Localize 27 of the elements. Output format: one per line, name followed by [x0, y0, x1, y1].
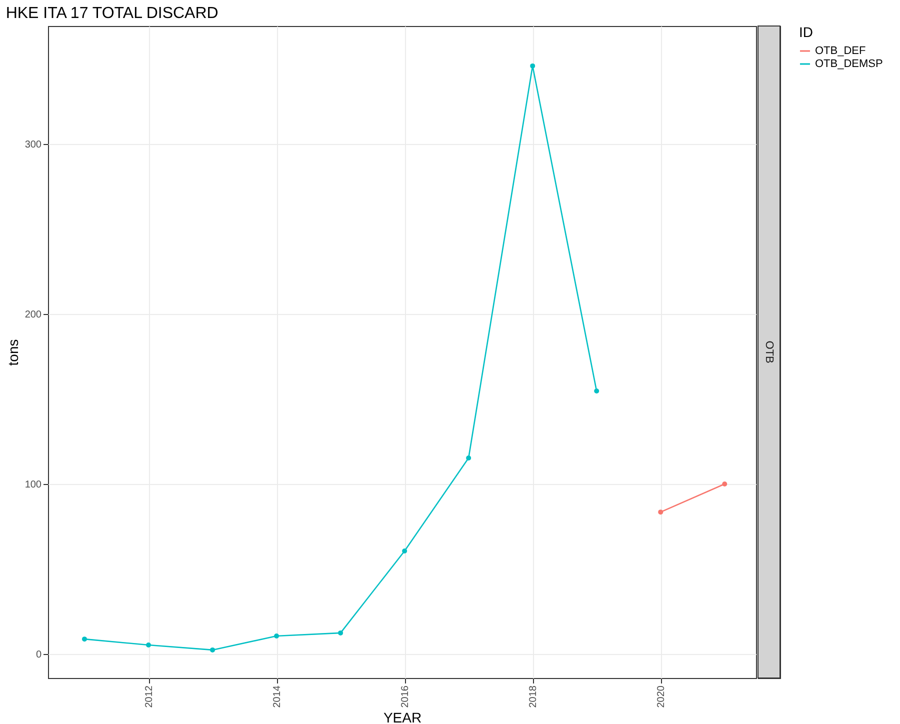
chart-title: HKE ITA 17 TOTAL DISCARD	[6, 5, 218, 22]
legend-label: OTB_DEMSP	[815, 58, 883, 70]
x-tick-label: 2016	[400, 685, 412, 708]
point	[82, 636, 87, 642]
legend-title: ID	[799, 24, 813, 40]
y-tick-label: 0	[36, 650, 42, 661]
y-tick-label: 100	[24, 480, 42, 491]
point	[594, 388, 600, 394]
point	[338, 630, 344, 636]
x-tick-label: 2012	[144, 685, 156, 708]
point	[658, 510, 664, 515]
y-tick-label: 200	[24, 310, 42, 320]
point	[210, 647, 216, 652]
y-axis-title: tons	[4, 339, 21, 366]
point	[530, 63, 536, 68]
x-tick-label: 2020	[656, 685, 668, 708]
point	[274, 634, 280, 638]
legend-label: OTB_DEF	[815, 45, 866, 57]
point	[722, 482, 728, 487]
x-tick-label: 2014	[272, 685, 284, 708]
point	[466, 456, 472, 460]
text: OTB	[763, 340, 775, 364]
point	[402, 548, 408, 554]
x-tick-label: 2018	[528, 685, 540, 708]
point	[146, 642, 152, 648]
y-tick-label: 300	[24, 139, 42, 150]
x-axis-title: YEAR	[383, 710, 422, 724]
